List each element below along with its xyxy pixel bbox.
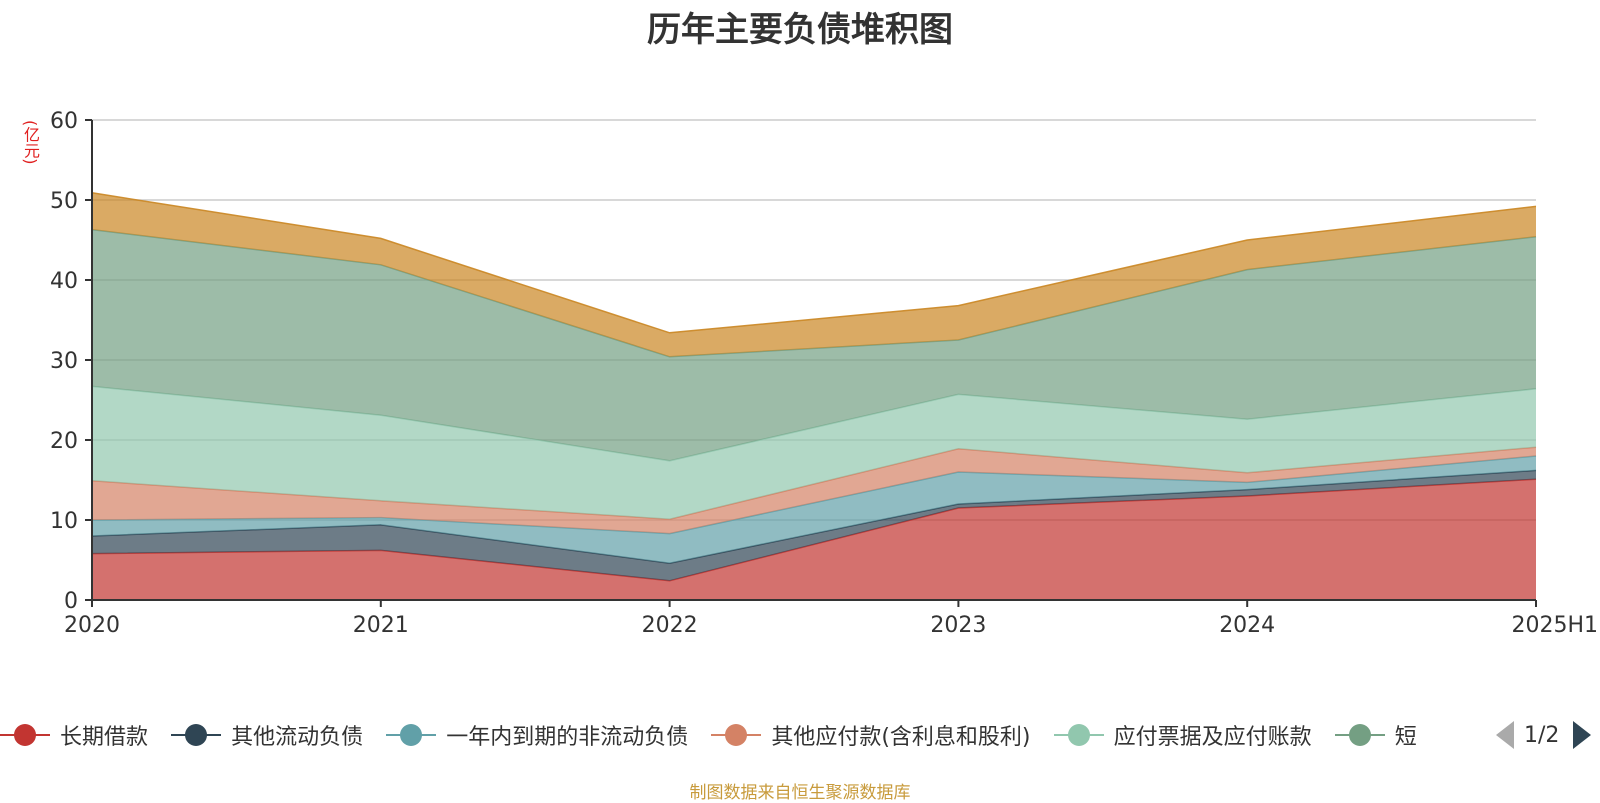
legend-marker-2 [386, 723, 437, 747]
y-tick-label-4: 40 [50, 269, 78, 294]
area-series-3 [92, 447, 1536, 534]
legend-prev-arrow-icon[interactable] [1496, 721, 1514, 749]
legend-marker-5 [1334, 723, 1385, 747]
source-note: 制图数据来自恒生聚源数据库 [689, 783, 911, 803]
x-tick-label-5: 2025H1 [1511, 613, 1598, 638]
y-tick-label-1: 10 [50, 509, 78, 534]
y-tick-label-6: 60 [50, 109, 78, 134]
legend-item-0[interactable]: 长期借款 [0, 718, 148, 752]
legend-page-indicator: 1/2 [1524, 722, 1560, 748]
legend-marker-4 [1053, 723, 1104, 747]
legend-label-0: 长期借款 [60, 725, 149, 750]
x-tick-label-0: 2020 [64, 613, 120, 638]
area-series-0 [92, 479, 1536, 600]
legend-item-1[interactable]: 其他流动负债 [171, 718, 363, 752]
area-series-6 [92, 192, 1536, 357]
legend-label-5: 短 [1394, 725, 1417, 750]
x-tick-label-1: 2021 [353, 613, 409, 638]
legend-next-arrow-icon[interactable] [1573, 721, 1592, 749]
legend-pager: 1/2 [1496, 718, 1592, 752]
area-series-2 [92, 456, 1536, 564]
legend-marker-1 [171, 723, 222, 747]
legend-item-3[interactable]: 其他应付款(含利息和股利) [711, 718, 1031, 752]
y-tick-label-0: 0 [64, 589, 78, 614]
legend-marker-3 [711, 723, 762, 747]
legend-label-4: 应付票据及应付账款 [1113, 725, 1312, 750]
x-tick-label-3: 2023 [930, 613, 986, 638]
y-tick-label-2: 20 [50, 429, 78, 454]
legend-label-1: 其他流动负债 [231, 725, 364, 750]
y-tick-label-3: 30 [50, 349, 78, 374]
area-series-layer [91, 192, 1537, 600]
axes: 0 10 20 30 40 50 60 2020 2021 2022 2023 2024 2025H1 [50, 109, 1598, 638]
stacked-area-chart: 0 10 20 30 40 50 60 2020 2021 2022 2023 2024 2025H1 [50, 109, 1598, 638]
legend-label-3: 其他应付款(含利息和股利) [771, 725, 1031, 750]
y-axis-unit-label: (亿元) [21, 120, 40, 165]
legend-marker-0 [0, 723, 50, 747]
area-series-1 [92, 470, 1536, 581]
legend-item-2[interactable]: 一年内到期的非流动负债 [386, 718, 688, 752]
x-tick-label-2: 2022 [642, 613, 698, 638]
area-series-4 [92, 386, 1536, 520]
legend-label-2: 一年内到期的非流动负债 [446, 725, 689, 750]
chart-title: 历年主要负债堆积图 [647, 10, 953, 50]
y-tick-label-5: 50 [50, 189, 78, 214]
x-tick-label-4: 2024 [1219, 613, 1275, 638]
series-line-6 [91, 192, 1537, 334]
legend: 长期借款 其他流动负债 一年内到期的非流动负债 其他应付款(含利息和股利) 应付… [0, 718, 1480, 752]
legend-item-5[interactable]: 短 [1334, 718, 1417, 752]
legend-item-4[interactable]: 应付票据及应付账款 [1053, 718, 1312, 752]
